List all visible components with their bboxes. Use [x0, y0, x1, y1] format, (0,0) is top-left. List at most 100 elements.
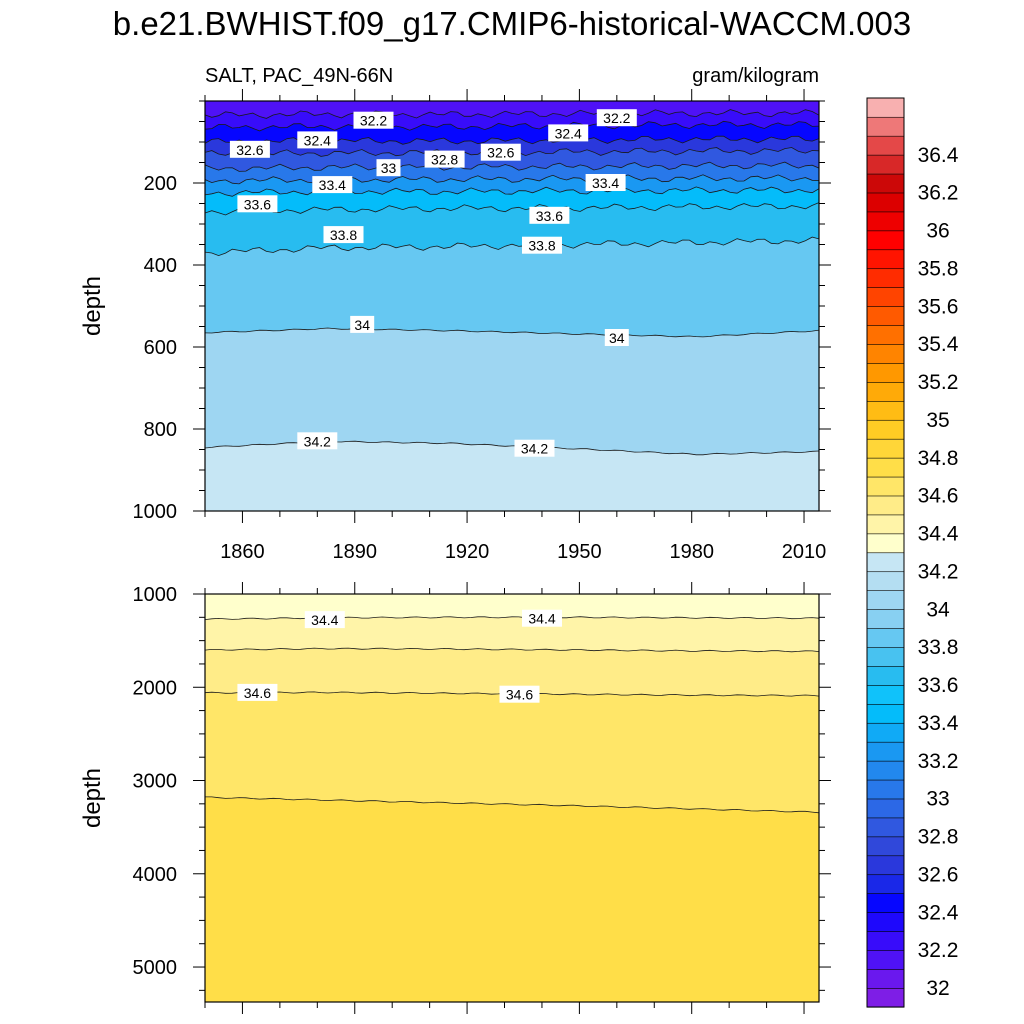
- top-contour-label-text: 34: [354, 317, 370, 333]
- top-contour-label-bg: [585, 174, 626, 191]
- bot-contour-label: 34.6: [499, 685, 540, 703]
- colorbar-tick-label: 36.4: [918, 144, 959, 167]
- colorbar-tick-label: 32.6: [918, 863, 959, 886]
- colorbar-tick-label: 34.2: [918, 560, 959, 583]
- top-contour-label: 33.6: [529, 206, 570, 224]
- top-contour-label-text: 32.2: [603, 110, 630, 126]
- top-contour-33: [205, 161, 819, 172]
- colorbar-tick-label: 32: [926, 977, 949, 1000]
- top-contour-label: 33.4: [312, 176, 353, 194]
- bottom-panel-fill: [205, 594, 819, 1002]
- top-contour-label-bg: [297, 432, 338, 450]
- top-contour-label-text: 33: [381, 160, 397, 176]
- top-contour-label: 33.4: [585, 174, 626, 191]
- colorbar-box-33.7: [866, 646, 905, 667]
- colorbar-box-32.1: [866, 949, 905, 970]
- top-panel: 32.2 32.2 32.4 32.4 32.6 32.6 32.8 33 33.4 33.4 33…: [79, 89, 831, 563]
- top-contour-label: 33: [376, 159, 401, 177]
- colorbar-tick-label: 32.4: [918, 901, 959, 924]
- colorbar-box-32.6: [866, 855, 905, 876]
- colorbar-box-33.3: [866, 722, 905, 743]
- colorbar-tick-label: 35.6: [918, 295, 959, 318]
- colorbar-box-32.8: [866, 817, 905, 838]
- bottom-ylabel: depth: [79, 768, 106, 828]
- top-xtick-label: 1920: [445, 541, 490, 563]
- colorbar-tick-label: 33.6: [918, 674, 959, 697]
- colorbar: 32 32.2 32.4 32.6 32.8 33 33.2 33.4 33.6 33.8 34 34…: [866, 97, 959, 1008]
- top-contour-label-bg: [548, 124, 589, 142]
- top-contour-label-text: 32.2: [360, 113, 387, 129]
- top-panel-contour-lines: [205, 109, 819, 456]
- bot-contour-label: 34.4: [522, 609, 562, 627]
- top-contour-32.2: [205, 109, 819, 119]
- colorbar-box-34.5: [866, 495, 905, 516]
- colorbar-box-34.3: [866, 533, 905, 554]
- colorbar-box-35.9: [866, 230, 905, 251]
- colorbar-tick-label: 35.2: [918, 371, 959, 394]
- bot-ytick-label: 4000: [133, 864, 178, 886]
- colorbar-box-32.7: [866, 836, 905, 857]
- top-contour-label-text: 32.6: [487, 145, 514, 161]
- top-contour-label: 32.4: [297, 131, 338, 149]
- bot-contour-label-bg: [522, 609, 562, 627]
- top-ytick-label: 400: [144, 255, 177, 277]
- top-contour-label-bg: [529, 206, 570, 224]
- top-panel-contour-labels: 32.2 32.2 32.4 32.4 32.6 32.6 32.8 33 33.4 33.4 33…: [229, 109, 637, 457]
- colorbar-tick-label: 35.8: [918, 257, 959, 280]
- top-contour-label-bg: [480, 143, 521, 161]
- top-contour-label-bg: [424, 150, 465, 168]
- bot-contour-label-text: 34.4: [311, 612, 338, 628]
- top-ytick-label: 800: [144, 419, 177, 441]
- bottom-panel-axes: 1000 2000 3000 4000 5000: [133, 582, 831, 1014]
- top-contour-label-text: 34.2: [304, 433, 331, 449]
- top-contour-label: 32.6: [229, 140, 270, 158]
- top-contour-label: 32.6: [480, 143, 521, 161]
- colorbar-tick-label: 33: [926, 788, 949, 811]
- top-contour-label-text: 32.8: [431, 152, 458, 168]
- colorbar-box-31.8: [866, 987, 905, 1008]
- top-contour-label-bg: [297, 131, 338, 149]
- top-contour-33.4: [205, 186, 819, 197]
- top-contour-33.2: [205, 174, 819, 185]
- top-panel-axes: 200 400 600 800 1000 1860 1890 1920 1950 1980 2010: [133, 89, 831, 563]
- colorbar-box-36.2: [866, 173, 905, 194]
- colorbar-box-32.3: [866, 912, 905, 932]
- top-contour-34: [205, 327, 819, 338]
- colorbar-box-35.5: [866, 306, 905, 326]
- top-contour-label-bg: [312, 176, 353, 194]
- colorbar-box-34.9: [866, 419, 905, 440]
- top-contour-label-text: 33.6: [244, 196, 271, 212]
- figure-title: b.e21.BWHIST.f09_g17.CMIP6-historical-WA…: [113, 5, 911, 42]
- top-contour-label: 32.4: [548, 124, 589, 142]
- top-contour-label: 33.8: [522, 236, 562, 254]
- colorbar-tick-label: 35.4: [918, 333, 959, 356]
- colorbar-box-33.9: [866, 609, 905, 629]
- colorbar-tick-label: 34: [926, 598, 950, 621]
- colorbar-box-34.2: [866, 552, 905, 573]
- bot-contour-label: 34.4: [304, 611, 345, 629]
- top-contour-label-text: 33.6: [536, 208, 563, 224]
- top-contour-label-text: 32.4: [555, 125, 582, 141]
- top-ytick-label: 600: [144, 337, 177, 359]
- top-band-34.2: [205, 441, 819, 511]
- bot-contour-34.7: [205, 796, 819, 814]
- top-ytick-label: 200: [144, 173, 177, 195]
- colorbar-tick-label: 34.8: [918, 447, 959, 470]
- colorbar-tick-label: 33.4: [918, 712, 959, 735]
- top-xtick-label: 2010: [782, 541, 827, 563]
- top-contour-label: 34.2: [514, 439, 555, 457]
- top-contour-label-text: 32.4: [304, 132, 331, 148]
- bottom-panel-contour-labels: 34.4 34.4 34.6 34.6: [237, 609, 562, 703]
- top-contour-label: 32.2: [596, 109, 637, 127]
- variable-subtitle: SALT, PAC_49N-66N: [205, 65, 393, 87]
- top-ytick-label: 1000: [133, 501, 178, 523]
- colorbar-box-33.6: [866, 665, 905, 686]
- top-contour-label-bg: [514, 439, 555, 457]
- colorbar-box-35.4: [866, 324, 905, 345]
- top-contour-label-bg: [604, 329, 629, 346]
- top-contour-label-text: 34: [609, 330, 625, 346]
- colorbar-box-33: [866, 779, 905, 800]
- colorbar-tick-label: 32.8: [918, 826, 959, 849]
- colorbar-box-32.9: [866, 798, 905, 819]
